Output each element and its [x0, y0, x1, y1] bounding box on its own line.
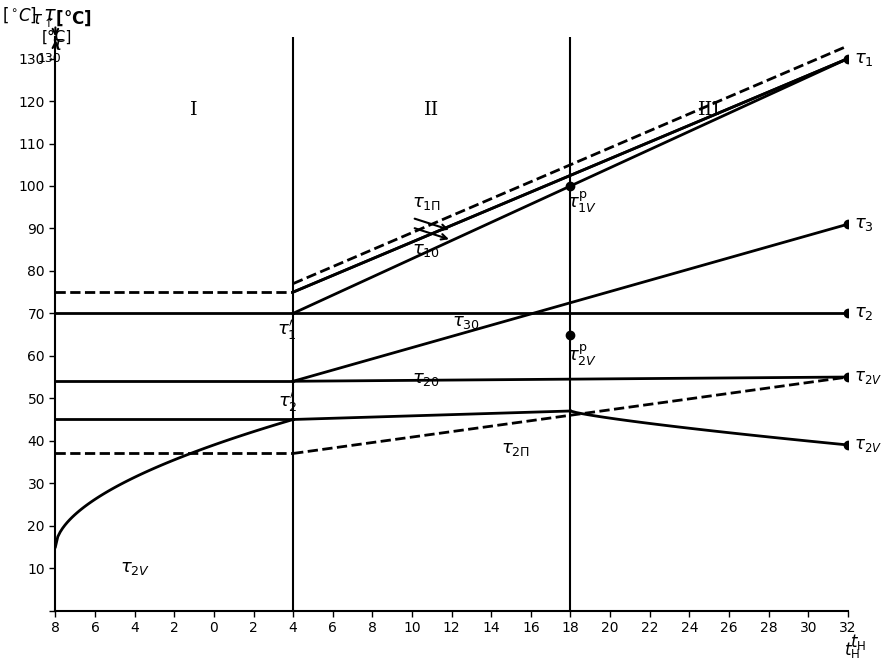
- Text: $\tau_{30}$: $\tau_{30}$: [452, 313, 480, 331]
- Text: $\tau$: $\tau$: [52, 35, 65, 54]
- Text: $\tau_2$: $\tau_2$: [853, 304, 874, 322]
- Text: I: I: [190, 100, 198, 119]
- Text: II: II: [424, 100, 440, 119]
- Text: $t_{\rm H}$: $t_{\rm H}$: [850, 631, 866, 652]
- Text: $\tau_{20}$: $\tau_{20}$: [412, 370, 440, 388]
- Text: $\tau_{2V}$: $\tau_{2V}$: [120, 559, 150, 577]
- Text: $\tau_{2V}$: $\tau_{2V}$: [853, 436, 882, 454]
- Text: $\tau$: $\tau$: [43, 5, 56, 25]
- Text: $\tau_{1\Pi}$: $\tau_{1\Pi}$: [412, 194, 441, 212]
- Text: $\tau_{2V}^{\rm p}$: $\tau_{2V}^{\rm p}$: [567, 343, 597, 369]
- Text: $\tau_{2V}$: $\tau_{2V}$: [853, 368, 882, 386]
- Text: $\tau_{2\Pi}$: $\tau_{2\Pi}$: [501, 440, 530, 458]
- Text: $\tau_{1V}^{\rm p}$: $\tau_{1V}^{\rm p}$: [567, 190, 597, 215]
- Text: 130: 130: [37, 52, 61, 65]
- Text: $\tau_2'$: $\tau_2'$: [278, 390, 297, 414]
- Text: $[^\circ\!C]$: $[^\circ\!C]$: [3, 5, 37, 25]
- Text: $\tau_1$: $\tau_1$: [853, 50, 874, 68]
- Text: $\tau_3$: $\tau_3$: [853, 215, 874, 233]
- Text: $t_{\rm H}$: $t_{\rm H}$: [844, 640, 860, 660]
- Text: $\tau_{10}$: $\tau_{10}$: [412, 240, 440, 259]
- Text: $\tau_{\uparrow}$[°C]: $\tau_{\uparrow}$[°C]: [31, 8, 91, 29]
- Text: $\tau_1'$: $\tau_1'$: [277, 317, 297, 341]
- Text: [°C]: [°C]: [42, 30, 72, 44]
- Text: III: III: [698, 100, 721, 119]
